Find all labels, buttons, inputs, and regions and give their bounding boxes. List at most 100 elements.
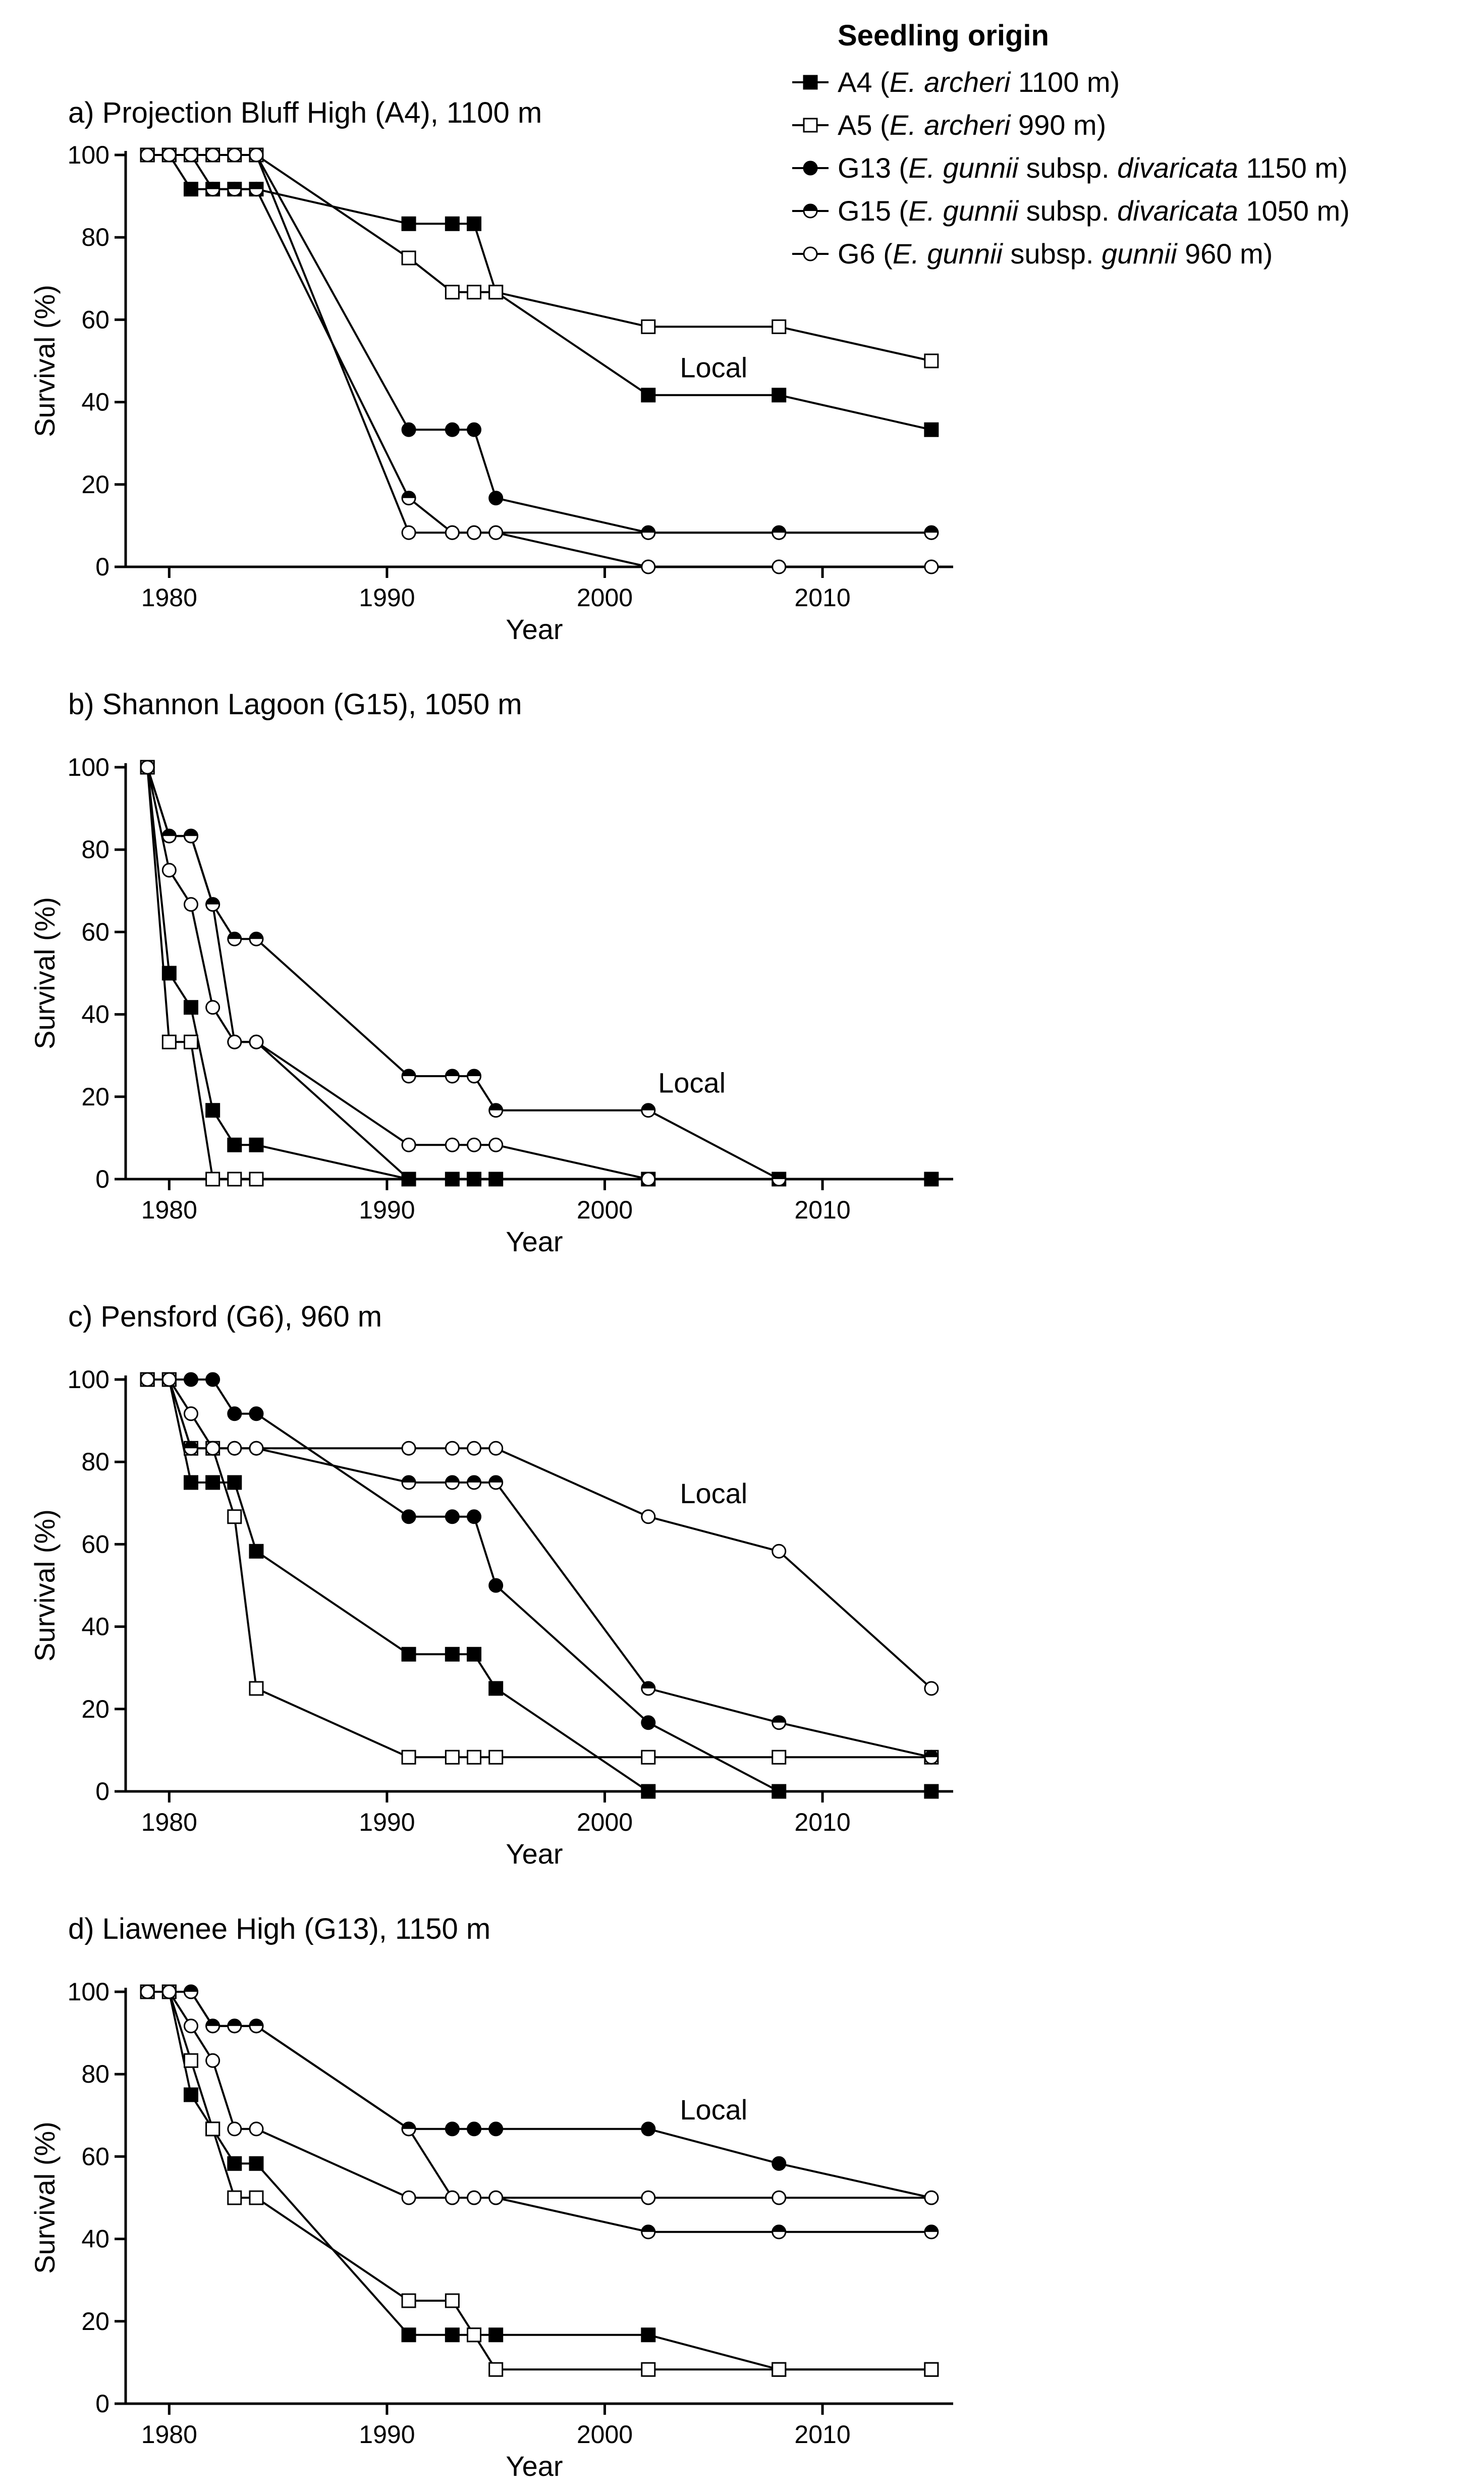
data-point-g15 xyxy=(205,182,221,197)
data-point-g13 xyxy=(445,422,460,437)
data-point-g6 xyxy=(205,147,221,163)
data-point-g13 xyxy=(401,422,416,437)
data-point-g15-fill xyxy=(467,1070,481,1076)
data-point-g6 xyxy=(249,147,264,163)
series-g15 xyxy=(140,1372,939,1765)
data-point-g15 xyxy=(183,828,198,843)
data-point-g15 xyxy=(772,1715,787,1730)
data-point-g6 xyxy=(161,863,177,878)
data-point-a5 xyxy=(641,1749,656,1765)
data-point-g6 xyxy=(183,897,198,912)
data-point-g6 xyxy=(401,1441,416,1456)
y-axis-title: Survival (%) xyxy=(29,285,61,437)
data-point-g15-fill xyxy=(228,2019,241,2026)
series-line-a5 xyxy=(147,1378,931,1759)
data-point-g15-fill xyxy=(446,1070,459,1076)
series-a4 xyxy=(140,760,939,1187)
data-point-a5 xyxy=(488,2362,504,2377)
data-point-g13 xyxy=(249,1406,264,1421)
data-point-a4 xyxy=(205,1475,221,1490)
data-point-g15 xyxy=(924,2224,939,2240)
data-point-g15 xyxy=(227,931,242,946)
y-tick-label: 80 xyxy=(81,223,109,251)
legend-code: A5 xyxy=(838,109,872,141)
data-point-g6 xyxy=(161,147,177,163)
y-tick-label: 80 xyxy=(81,2060,109,2088)
legend-species: E. gunnii xyxy=(908,152,1019,184)
data-point-a5 xyxy=(641,319,656,334)
data-point-g6 xyxy=(227,2122,242,2137)
data-point-g15 xyxy=(772,525,787,540)
data-point-g13 xyxy=(205,1372,221,1387)
data-point-g15 xyxy=(183,1441,198,1456)
local-annotation: Local xyxy=(680,352,747,384)
data-point-g6 xyxy=(445,1137,460,1152)
data-point-g6 xyxy=(249,1034,264,1049)
data-point-g6 xyxy=(924,2190,939,2205)
data-point-a4 xyxy=(249,1544,264,1559)
panel-title: d) Liawenee High (G13), 1150 m xyxy=(68,1913,490,1945)
y-axis-title: Survival (%) xyxy=(29,897,61,1049)
data-point-g15-fill xyxy=(772,1716,786,1723)
data-point-g15 xyxy=(227,182,242,197)
data-point-a5 xyxy=(641,2362,656,2377)
data-point-a4 xyxy=(183,182,198,197)
data-point-g15 xyxy=(641,1681,656,1696)
legend-post: 960 m) xyxy=(1177,238,1273,270)
data-point-g15-fill xyxy=(467,1476,481,1482)
y-tick-label: 40 xyxy=(81,388,109,416)
data-point-g15 xyxy=(467,1069,482,1084)
legend-pre: ( xyxy=(891,152,909,184)
data-point-g13 xyxy=(445,1172,460,1187)
data-point-g15-fill xyxy=(641,2225,655,2232)
data-point-g6 xyxy=(161,1372,177,1387)
x-tick-label: 2010 xyxy=(794,2420,850,2449)
data-point-g15-fill xyxy=(206,897,219,905)
data-point-g6 xyxy=(205,1000,221,1015)
data-point-g6 xyxy=(227,147,242,163)
data-point-g6 xyxy=(467,1137,482,1152)
y-axis-title: Survival (%) xyxy=(29,2122,61,2274)
data-point-g15-fill xyxy=(402,2122,416,2129)
data-point-g15 xyxy=(249,2019,264,2034)
data-point-g15-fill xyxy=(402,491,416,498)
series-g6 xyxy=(140,1984,939,2205)
y-tick-label: 60 xyxy=(81,2142,109,2170)
y-tick-label: 20 xyxy=(81,470,109,499)
y-tick-label: 80 xyxy=(81,835,109,864)
data-point-a5 xyxy=(445,285,460,300)
data-point-a4 xyxy=(401,216,416,231)
data-point-g6 xyxy=(467,1441,482,1456)
legend-post: 1050 m) xyxy=(1238,195,1350,227)
data-point-a4 xyxy=(467,1647,482,1662)
y-tick-label: 80 xyxy=(81,1448,109,1476)
data-point-a4 xyxy=(401,2327,416,2343)
data-point-a4 xyxy=(641,2327,656,2343)
series-g6 xyxy=(140,760,656,1187)
data-point-g15-fill xyxy=(184,1442,198,1449)
legend-label-g6: G6 (E. gunnii subsp. gunnii 960 m) xyxy=(838,238,1273,270)
series-line-g15 xyxy=(146,767,780,1180)
data-point-g15-fill xyxy=(206,182,219,189)
data-point-a5 xyxy=(249,1681,264,1696)
legend-entry-g6: G6 (E. gunnii subsp. gunnii 960 m) xyxy=(792,238,1273,270)
data-point-g13 xyxy=(401,1172,416,1187)
data-point-g15 xyxy=(401,491,416,506)
data-point-a4 xyxy=(161,966,177,981)
panel-a: a) Projection Bluff High (A4), 1100 m 0 20… xyxy=(29,96,953,645)
data-point-g15-fill xyxy=(772,1173,786,1179)
x-tick-label: 1990 xyxy=(359,584,415,612)
x-axis-title: Year xyxy=(506,1838,563,1870)
series-a5 xyxy=(140,1984,939,2377)
data-point-g6 xyxy=(140,760,155,775)
data-point-a4 xyxy=(445,1647,460,1662)
x-tick-label: 2000 xyxy=(577,584,633,612)
data-point-g6 xyxy=(140,147,155,163)
data-point-a4 xyxy=(183,1000,198,1015)
data-point-g6 xyxy=(183,147,198,163)
data-point-g15-fill xyxy=(228,932,241,939)
chart-panels: a) Projection Bluff High (A4), 1100 m 0 20… xyxy=(29,96,953,2482)
data-point-g6 xyxy=(641,2190,656,2205)
